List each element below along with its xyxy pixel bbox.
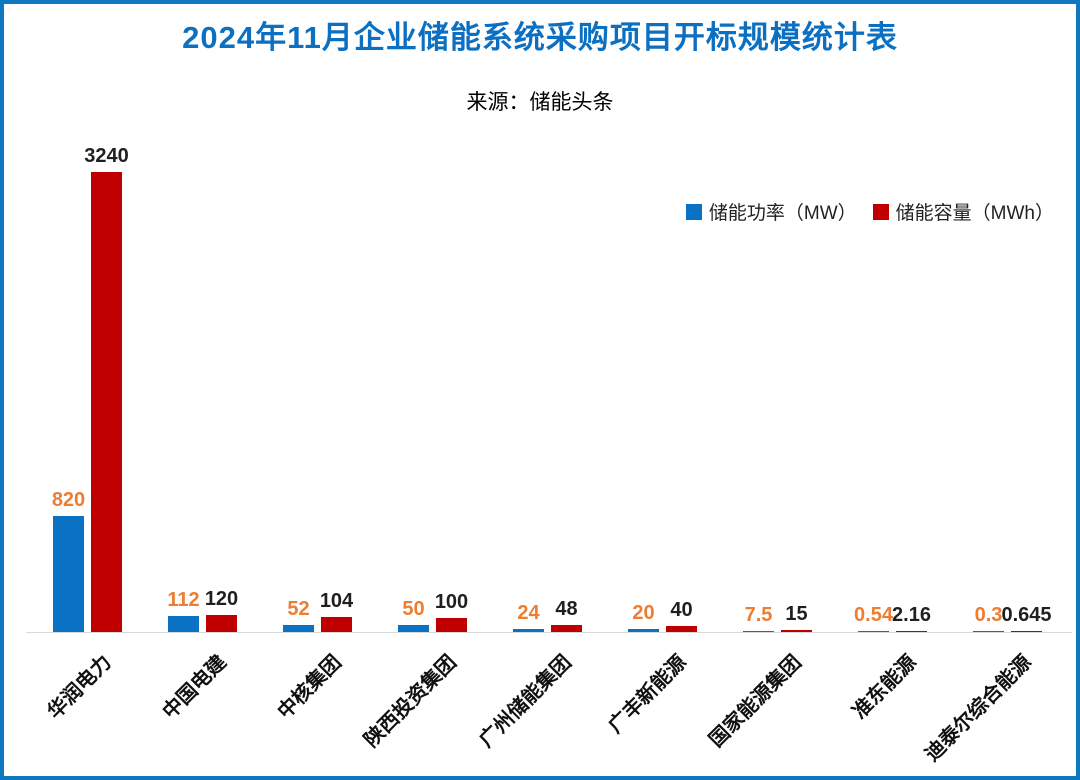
bar-value-label-capacity: 2.16 [892, 603, 931, 626]
x-axis-label: 准东能源 [848, 651, 921, 724]
bar-value-label-power: 50 [402, 597, 425, 620]
bar-power [283, 624, 314, 632]
bar-value-label-capacity: 40 [670, 599, 693, 622]
bar-value-label-capacity: 120 [204, 587, 239, 610]
legend-item-capacity: 储能容量（MWh） [872, 198, 1054, 225]
x-axis-label: 迪泰尔综合能源 [920, 651, 1036, 766]
x-axis-line [26, 632, 1072, 633]
bar-power [53, 515, 84, 632]
bar-capacity [551, 625, 582, 632]
bar-value-label-capacity: 48 [555, 598, 578, 621]
bar-capacity [206, 614, 237, 632]
legend-item-power: 储能功率（MW） [685, 198, 857, 225]
x-axis-label: 中国电建 [158, 651, 231, 724]
bar-value-label-power: 7.5 [744, 603, 773, 626]
bar-value-label-capacity: 100 [434, 590, 469, 613]
bar-value-label-power: 820 [51, 488, 86, 511]
bar-power [513, 628, 544, 632]
x-axis-label: 广州储能集团 [474, 651, 576, 752]
bar-power [398, 624, 429, 632]
bar-power [973, 630, 1004, 632]
bar-value-label-power: 20 [632, 602, 655, 625]
bar-value-label-power: 24 [517, 601, 540, 624]
bar-capacity [321, 617, 352, 632]
bar-value-label-capacity: 15 [785, 602, 808, 625]
x-axis-label: 国家能源集团 [704, 651, 806, 752]
plot-area: 820 3240 华润电力 112 120 中国电建 52 104 中核集团 50 100 陕西投资集… [4, 4, 1076, 776]
bar-power [858, 630, 889, 632]
legend-label-capacity: 储能容量（MWh） [895, 203, 1054, 224]
legend-label-power: 储能功率（MW） [708, 203, 857, 224]
bar-capacity [436, 617, 467, 632]
chart-subtitle: 来源：储能头条 [466, 91, 614, 114]
bar-value-label-capacity: 3240 [84, 145, 129, 167]
chart-title: 2024年11月企业储能系统采购项目开标规模统计表 [182, 20, 898, 55]
x-axis-label: 华润电力 [43, 651, 116, 724]
bar-capacity [1011, 630, 1042, 632]
legend-swatch-capacity-icon [872, 203, 889, 220]
x-axis-label: 广丰新能源 [604, 651, 691, 738]
bar-power [743, 630, 774, 632]
bar-value-label-capacity: 104 [319, 590, 354, 613]
bar-value-label-power: 52 [287, 597, 310, 620]
bar-capacity [91, 172, 122, 632]
bar-value-label-power: 0.54 [854, 603, 893, 626]
legend-swatch-power-icon [685, 203, 702, 220]
bar-value-label-power: 0.3 [974, 603, 1003, 626]
legend: 储能功率（MW） 储能容量（MWh） [685, 198, 1054, 225]
bar-value-label-power: 112 [167, 589, 200, 612]
bar-capacity [896, 630, 927, 632]
bar-value-label-capacity: 0.645 [1001, 603, 1052, 626]
bar-power [168, 616, 199, 632]
bar-power [628, 629, 659, 632]
bar-capacity [666, 626, 697, 632]
x-axis-label: 中核集团 [273, 651, 346, 724]
bar-capacity [781, 629, 812, 632]
x-axis-label: 陕西投资集团 [359, 651, 461, 752]
